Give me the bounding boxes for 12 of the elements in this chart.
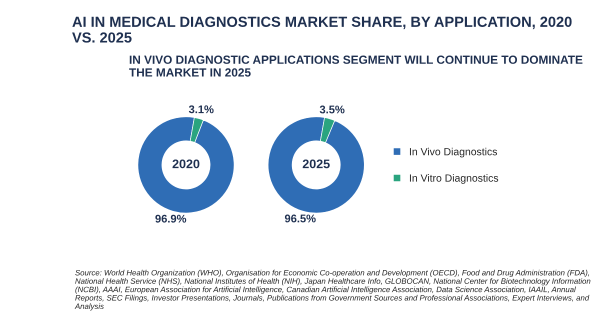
- chart-subtitle: IN VIVO DIAGNOSTIC APPLICATIONS SEGMENT WILL CONTINUE TO DOMINATE THE MARKET IN 2025: [129, 56, 582, 77]
- chart-title: AI IN MEDICAL DIAGNOSTICS MARKET SHARE, BY APPLICATION, 2020 VS. 2025: [72, 16, 572, 43]
- data-label: 3.1%: [188, 105, 214, 114]
- legend-label: In Vitro Diagnostics: [410, 174, 498, 184]
- data-label: 3.5%: [320, 106, 345, 114]
- data-label: 96.5%: [284, 214, 316, 222]
- donut-slice: [268, 116, 365, 214]
- legend-label: In Vivo Diagnostics: [410, 148, 498, 158]
- donut-slice: [138, 116, 234, 214]
- data-label: 96.9%: [155, 214, 186, 223]
- text: 2025: [302, 159, 330, 168]
- text: 2020: [172, 159, 200, 168]
